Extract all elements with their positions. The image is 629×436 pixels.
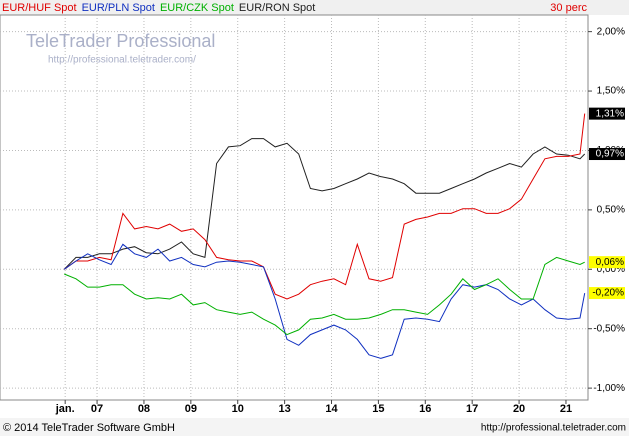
x-tick-label: 08: [138, 403, 150, 415]
x-tick-label: 16: [419, 403, 431, 415]
plot-area: [0, 14, 589, 401]
y-tick-label: -0,50%: [593, 323, 625, 334]
y-tick-label: 2,00%: [597, 26, 625, 37]
x-tick-label: 15: [372, 403, 384, 415]
x-tick-label: 09: [185, 403, 197, 415]
value-label: 0,97%: [596, 149, 624, 160]
value-label: -0,20%: [592, 288, 624, 299]
legend: EUR/HUF Spot EUR/PLN Spot EUR/CZK Spot EUR/…: [2, 2, 315, 14]
legend-entry: EUR/CZK Spot: [160, 2, 234, 14]
x-tick-label: jan.: [55, 403, 75, 415]
value-label: 0,06%: [596, 257, 624, 268]
legend-entry: EUR/RON Spot: [239, 2, 315, 14]
y-tick-label: 0,00%: [597, 264, 625, 275]
value-label-box: [589, 107, 625, 120]
x-tick-label: 10: [232, 403, 244, 415]
lines: [63, 113, 586, 359]
footer-url: http://professional.teletrader.com: [481, 423, 626, 434]
x-tick-label: 20: [513, 403, 525, 415]
value-label-box: [589, 256, 625, 269]
grid: [0, 15, 588, 400]
watermark-url: http://professional.teletrader.com/: [48, 55, 196, 66]
legend-entry: EUR/HUF Spot: [2, 2, 77, 14]
interval: 30 perc: [550, 2, 587, 14]
y-tick-label: 0,50%: [597, 205, 625, 216]
value-label: 1,31%: [596, 108, 624, 119]
x-tick-label: 17: [466, 403, 478, 415]
value-label-box: [589, 148, 625, 161]
footer-bar: [0, 418, 629, 436]
watermark-title: TeleTrader Professional: [26, 31, 215, 51]
legend-bar: [0, 0, 629, 15]
value-label-box: [589, 287, 625, 300]
axes: 2,00%1,50%1,00%0,50%0,00%-0,50%-1,00%jan…: [55, 26, 625, 415]
x-tick-label: 14: [325, 403, 338, 415]
series-line: [63, 243, 586, 359]
x-tick-label: 07: [91, 403, 103, 415]
legend-entry: EUR/PLN Spot: [82, 2, 155, 14]
y-tick-label: 1,50%: [597, 86, 625, 97]
y-tick-label: -1,00%: [593, 383, 625, 394]
series-line: [64, 256, 585, 336]
footer-copyright: © 2014 TeleTrader Software GmbH: [3, 422, 175, 434]
x-tick-label: 21: [560, 403, 572, 415]
x-tick-label: 13: [278, 403, 290, 415]
series-line: [63, 113, 586, 300]
